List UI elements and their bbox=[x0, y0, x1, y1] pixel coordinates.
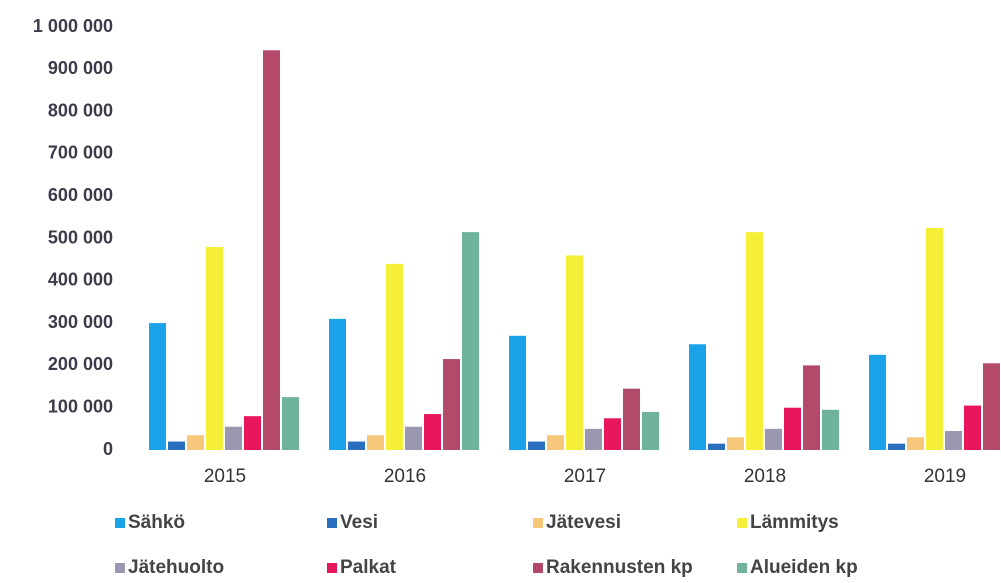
bar bbox=[263, 50, 280, 450]
legend-swatch bbox=[115, 518, 125, 528]
y-tick-label: 600 000 bbox=[48, 185, 113, 205]
bar bbox=[206, 246, 223, 450]
bar bbox=[708, 443, 725, 450]
legend-label: Vesi bbox=[340, 512, 378, 533]
bar bbox=[727, 437, 744, 450]
bar bbox=[282, 397, 299, 450]
bar bbox=[689, 344, 706, 450]
x-tick-label: 2016 bbox=[384, 466, 426, 487]
bar bbox=[623, 388, 640, 450]
legend-swatch bbox=[533, 518, 543, 528]
legend-swatch bbox=[737, 518, 747, 528]
legend-swatch bbox=[533, 563, 543, 573]
bar bbox=[405, 426, 422, 450]
bar bbox=[869, 354, 886, 450]
y-tick-label: 100 000 bbox=[48, 396, 113, 416]
legend-label: Rakennusten kp bbox=[546, 557, 693, 578]
bar bbox=[528, 441, 545, 450]
y-tick-label: 300 000 bbox=[48, 312, 113, 332]
x-tick-label: 2019 bbox=[924, 466, 966, 487]
y-tick-label: 900 000 bbox=[48, 58, 113, 78]
bar bbox=[547, 435, 564, 450]
bar bbox=[907, 437, 924, 450]
bar bbox=[348, 441, 365, 450]
bar bbox=[367, 435, 384, 450]
legend-label: Sähkö bbox=[128, 512, 185, 533]
x-tick-label: 2015 bbox=[204, 466, 246, 487]
bar bbox=[604, 418, 621, 450]
legend-label: Lämmitys bbox=[750, 512, 839, 533]
legend-swatch bbox=[115, 563, 125, 573]
y-tick-label: 700 000 bbox=[48, 143, 113, 163]
bar bbox=[187, 435, 204, 450]
legend-label: Jätehuolto bbox=[128, 557, 224, 578]
legend-swatch bbox=[327, 563, 337, 573]
bar bbox=[765, 428, 782, 450]
bar bbox=[462, 232, 479, 450]
bar bbox=[225, 426, 242, 450]
x-tick-label: 2017 bbox=[564, 466, 606, 487]
bar bbox=[168, 441, 185, 450]
bar bbox=[822, 409, 839, 450]
x-tick-label: 2018 bbox=[744, 466, 786, 487]
bar bbox=[945, 430, 962, 450]
y-tick-label: 1 000 000 bbox=[33, 16, 113, 36]
bar bbox=[329, 318, 346, 450]
bar bbox=[926, 227, 943, 450]
bar bbox=[642, 411, 659, 450]
bar bbox=[149, 323, 166, 450]
bar bbox=[424, 414, 441, 450]
y-tick-label: 400 000 bbox=[48, 270, 113, 290]
legend-label: Jätevesi bbox=[546, 512, 621, 533]
y-tick-label: 0 bbox=[103, 439, 113, 459]
bar bbox=[585, 428, 602, 450]
bar bbox=[443, 359, 460, 450]
bar bbox=[964, 405, 981, 450]
bar bbox=[566, 255, 583, 450]
bar bbox=[244, 416, 261, 450]
bar bbox=[803, 365, 820, 450]
y-tick-label: 800 000 bbox=[48, 100, 113, 120]
bar bbox=[386, 263, 403, 450]
bar bbox=[509, 335, 526, 450]
legend-swatch bbox=[327, 518, 337, 528]
legend-swatch bbox=[737, 563, 747, 573]
y-tick-label: 200 000 bbox=[48, 354, 113, 374]
bar bbox=[888, 443, 905, 450]
bar bbox=[784, 407, 801, 450]
legend-label: Palkat bbox=[340, 557, 397, 578]
bar bbox=[983, 363, 1000, 450]
y-tick-label: 500 000 bbox=[48, 227, 113, 247]
bar bbox=[746, 232, 763, 450]
legend-label: Alueiden kp bbox=[750, 557, 858, 578]
